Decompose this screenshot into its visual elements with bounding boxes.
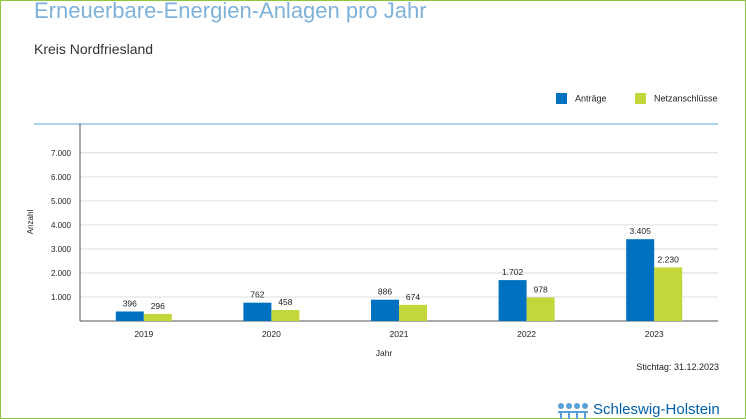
x-tick-label: 2023	[645, 329, 664, 339]
data-label: 886	[378, 287, 392, 297]
bar-antraege	[371, 299, 399, 321]
x-tick-label: 2021	[390, 329, 409, 339]
y-axis-label: Anzahl	[26, 210, 35, 235]
bar-netzanschluesse	[143, 313, 172, 321]
bar-netzanschluesse	[654, 267, 683, 321]
x-tick-label: 2022	[517, 329, 536, 339]
chart-title: Erneuerbare-Energien-Anlagen pro Jahr	[34, 0, 427, 23]
y-tick-label: 7.000	[51, 149, 72, 158]
data-label: 2.230	[658, 254, 680, 264]
data-label: 458	[278, 297, 292, 307]
y-tick-label: 1.000	[51, 293, 72, 302]
y-tick-label: 3.000	[51, 245, 72, 254]
bar-antraege	[115, 311, 144, 321]
data-label: 674	[406, 292, 420, 302]
legend-swatch-netzanschluesse	[635, 93, 646, 105]
bar-antraege	[498, 280, 527, 321]
chart-subtitle: Kreis Nordfriesland	[34, 41, 154, 57]
y-tick-label: 4.000	[51, 221, 72, 230]
logo-text: Schleswig-Holstein	[593, 401, 720, 418]
x-tick-label: 2020	[262, 329, 281, 339]
logo-emblem-icon	[558, 403, 588, 419]
bar-netzanschluesse	[399, 304, 427, 321]
stichtag-note: Stichtag: 31.12.2023	[636, 362, 719, 372]
x-axis-label: Jahr	[376, 348, 393, 358]
data-label: 978	[534, 285, 548, 295]
bar-antraege	[243, 302, 272, 321]
bar-netzanschluesse	[271, 309, 300, 321]
bar-antraege	[626, 239, 655, 321]
y-tick-label: 5.000	[51, 197, 72, 206]
legend-label-antraege: Anträge	[575, 93, 607, 104]
data-label: 1.702	[502, 267, 524, 277]
logo: Schleswig-Holstein	[556, 400, 720, 419]
legend-item-antraege: Anträge	[556, 93, 607, 107]
legend-item-netzanschluesse: Netzanschlüsse	[635, 93, 718, 107]
data-label: 396	[123, 298, 137, 308]
data-label: 3.405	[630, 226, 652, 236]
bar-netzanschluesse	[526, 297, 555, 321]
data-label: 296	[151, 301, 165, 311]
y-tick-label: 6.000	[51, 173, 72, 182]
x-tick-label: 2019	[134, 329, 153, 339]
data-label: 762	[250, 290, 264, 300]
y-tick-label: 2.000	[51, 269, 72, 278]
legend-label-netzanschluesse: Netzanschlüsse	[654, 93, 718, 104]
legend-swatch-antraege	[556, 93, 567, 105]
